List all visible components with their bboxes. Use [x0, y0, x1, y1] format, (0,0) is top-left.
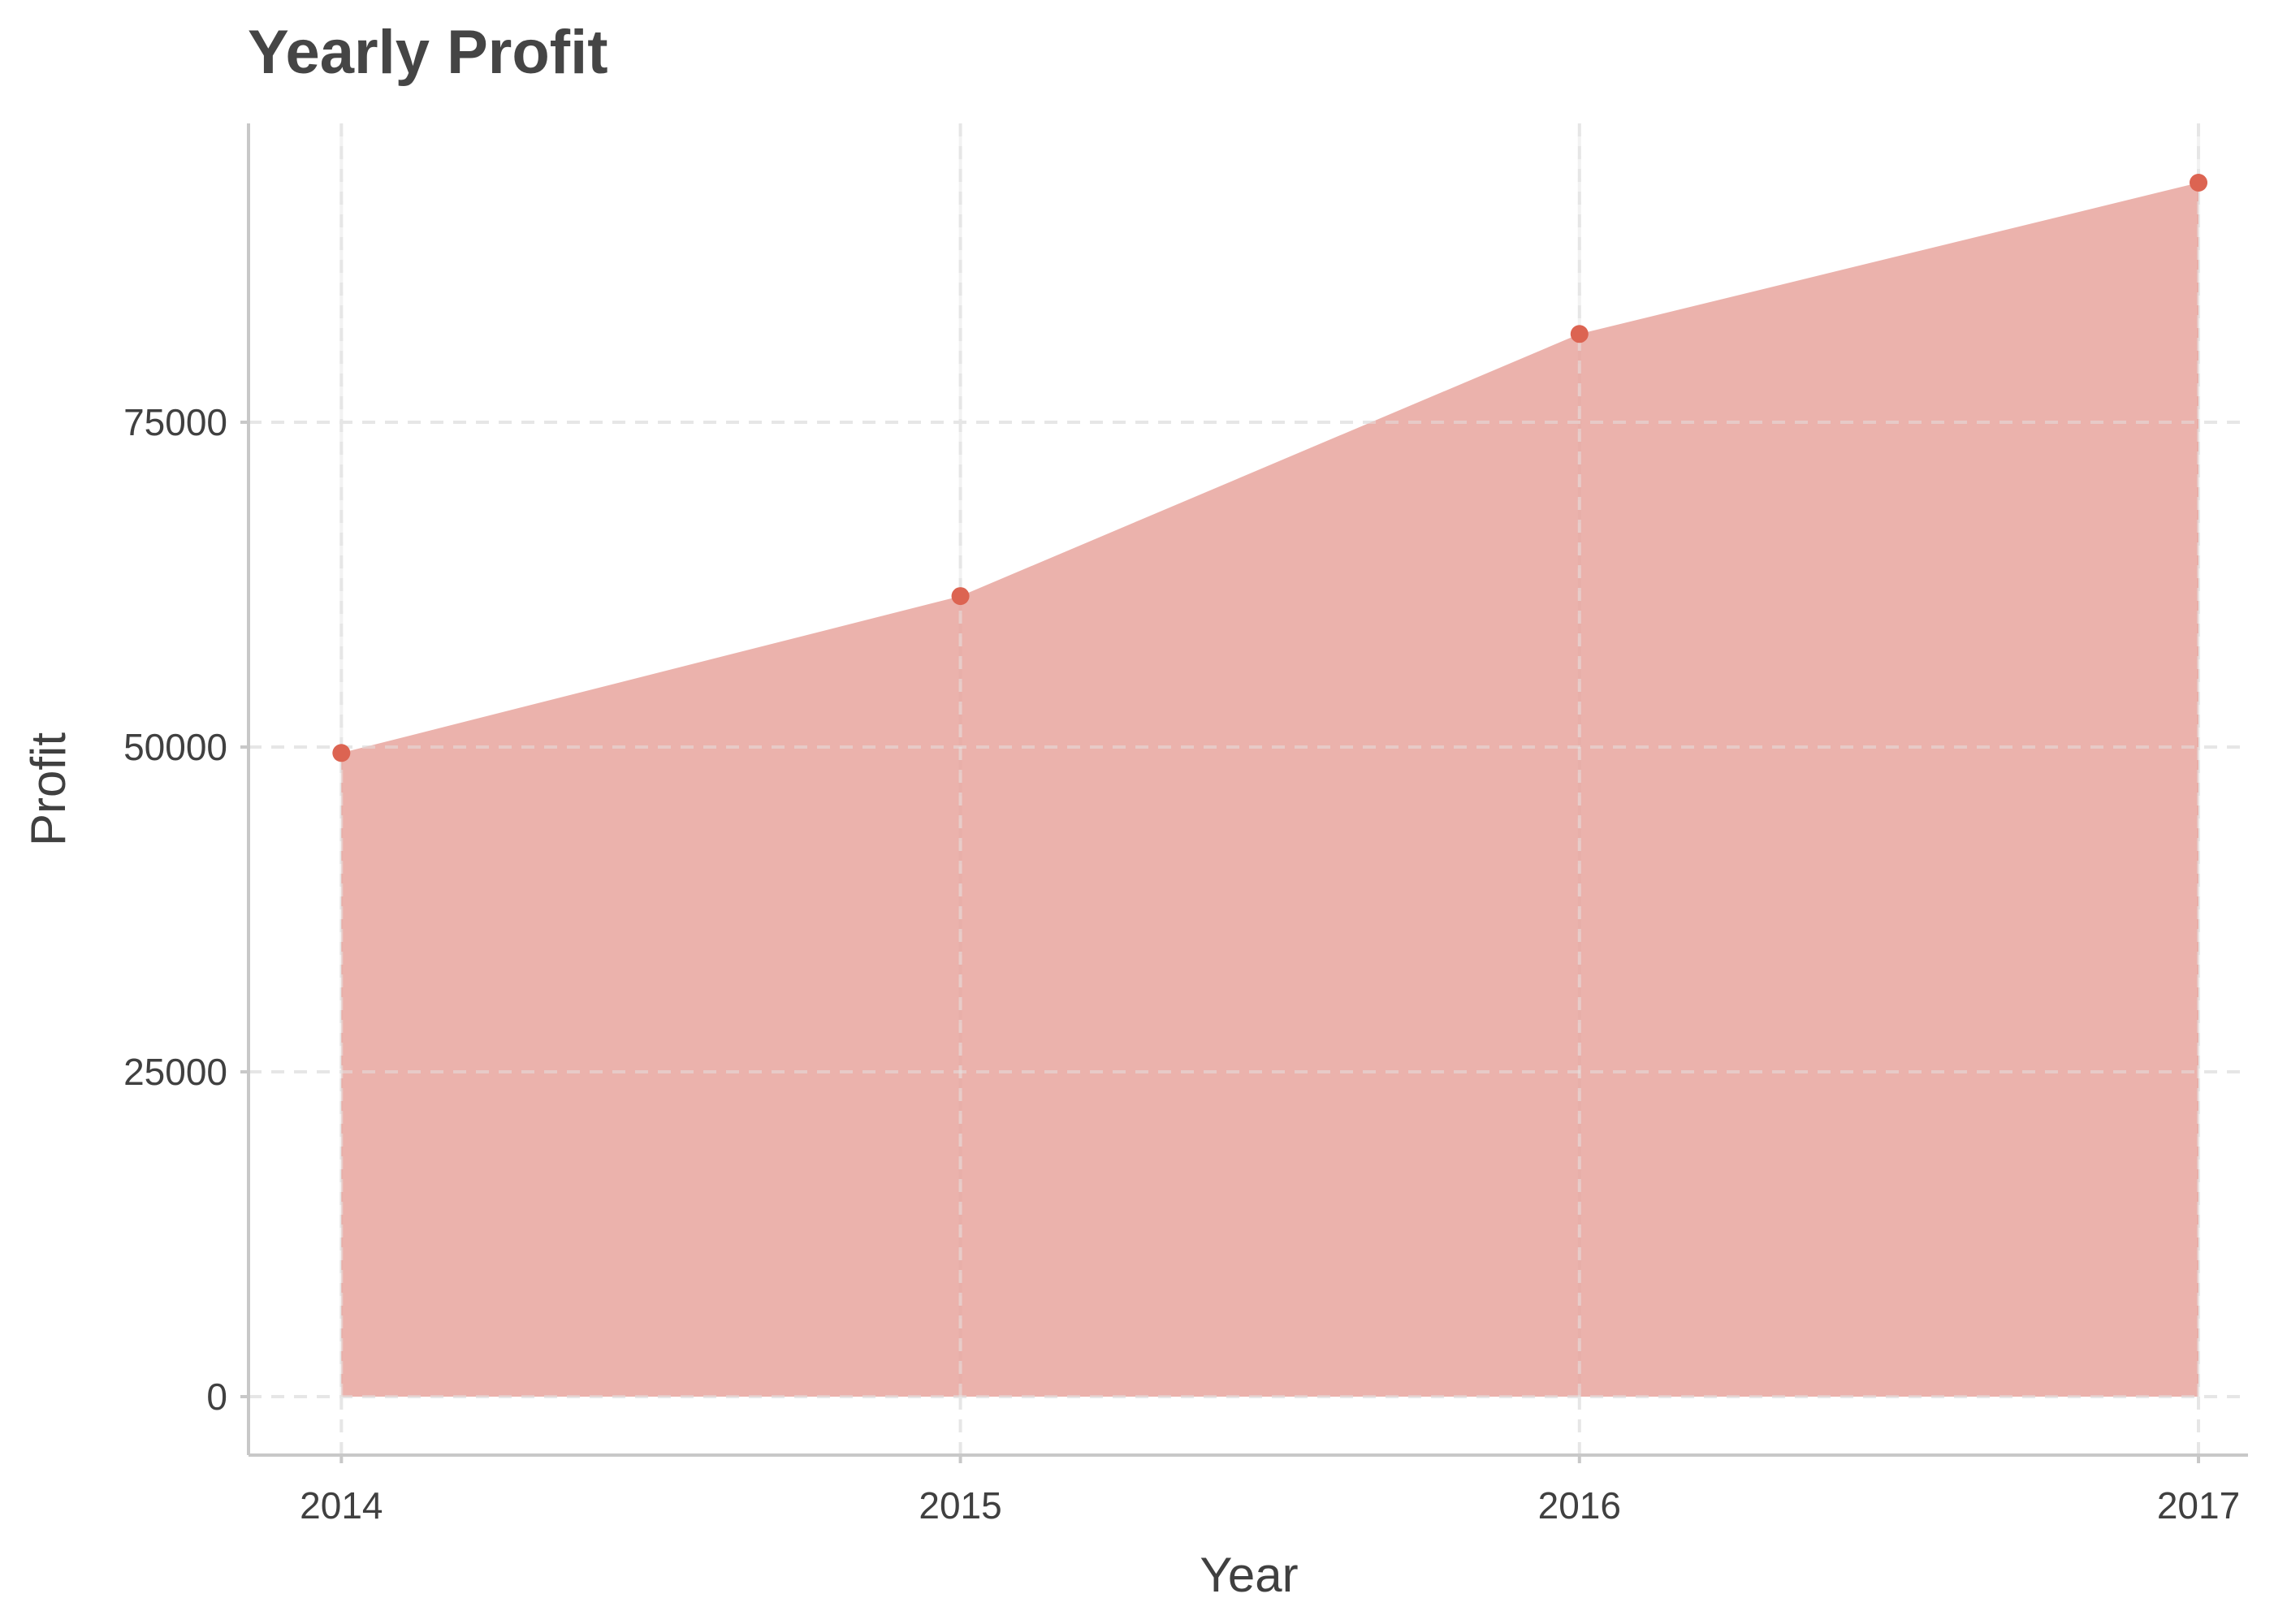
y-tick-label: 0	[206, 1376, 227, 1418]
y-axis-label: Profit	[21, 732, 76, 846]
data-point	[2190, 173, 2208, 192]
data-point	[951, 587, 970, 606]
y-tick-label: 75000	[123, 401, 227, 443]
x-tick-label: 2016	[1538, 1484, 1621, 1527]
x-tick-label: 2015	[919, 1484, 1001, 1527]
area-layer	[249, 123, 2248, 1398]
x-tick-label: 2017	[2157, 1484, 2240, 1527]
chart-title: Yearly Profit	[248, 18, 608, 87]
x-tick-labels: 2014 2015 2016 2017	[300, 1484, 2240, 1527]
profit-area	[341, 183, 2198, 1397]
data-point	[332, 744, 351, 762]
axes-layer	[240, 123, 2248, 1463]
y-tick-labels: 0 25000 50000 75000	[123, 401, 227, 1418]
data-point	[1570, 325, 1589, 343]
x-tick-label: 2014	[300, 1484, 383, 1527]
y-tick-label: 50000	[123, 726, 227, 768]
y-tick-label: 25000	[123, 1051, 227, 1093]
x-axis-label: Year	[1200, 1548, 1298, 1602]
points-layer	[332, 173, 2208, 762]
